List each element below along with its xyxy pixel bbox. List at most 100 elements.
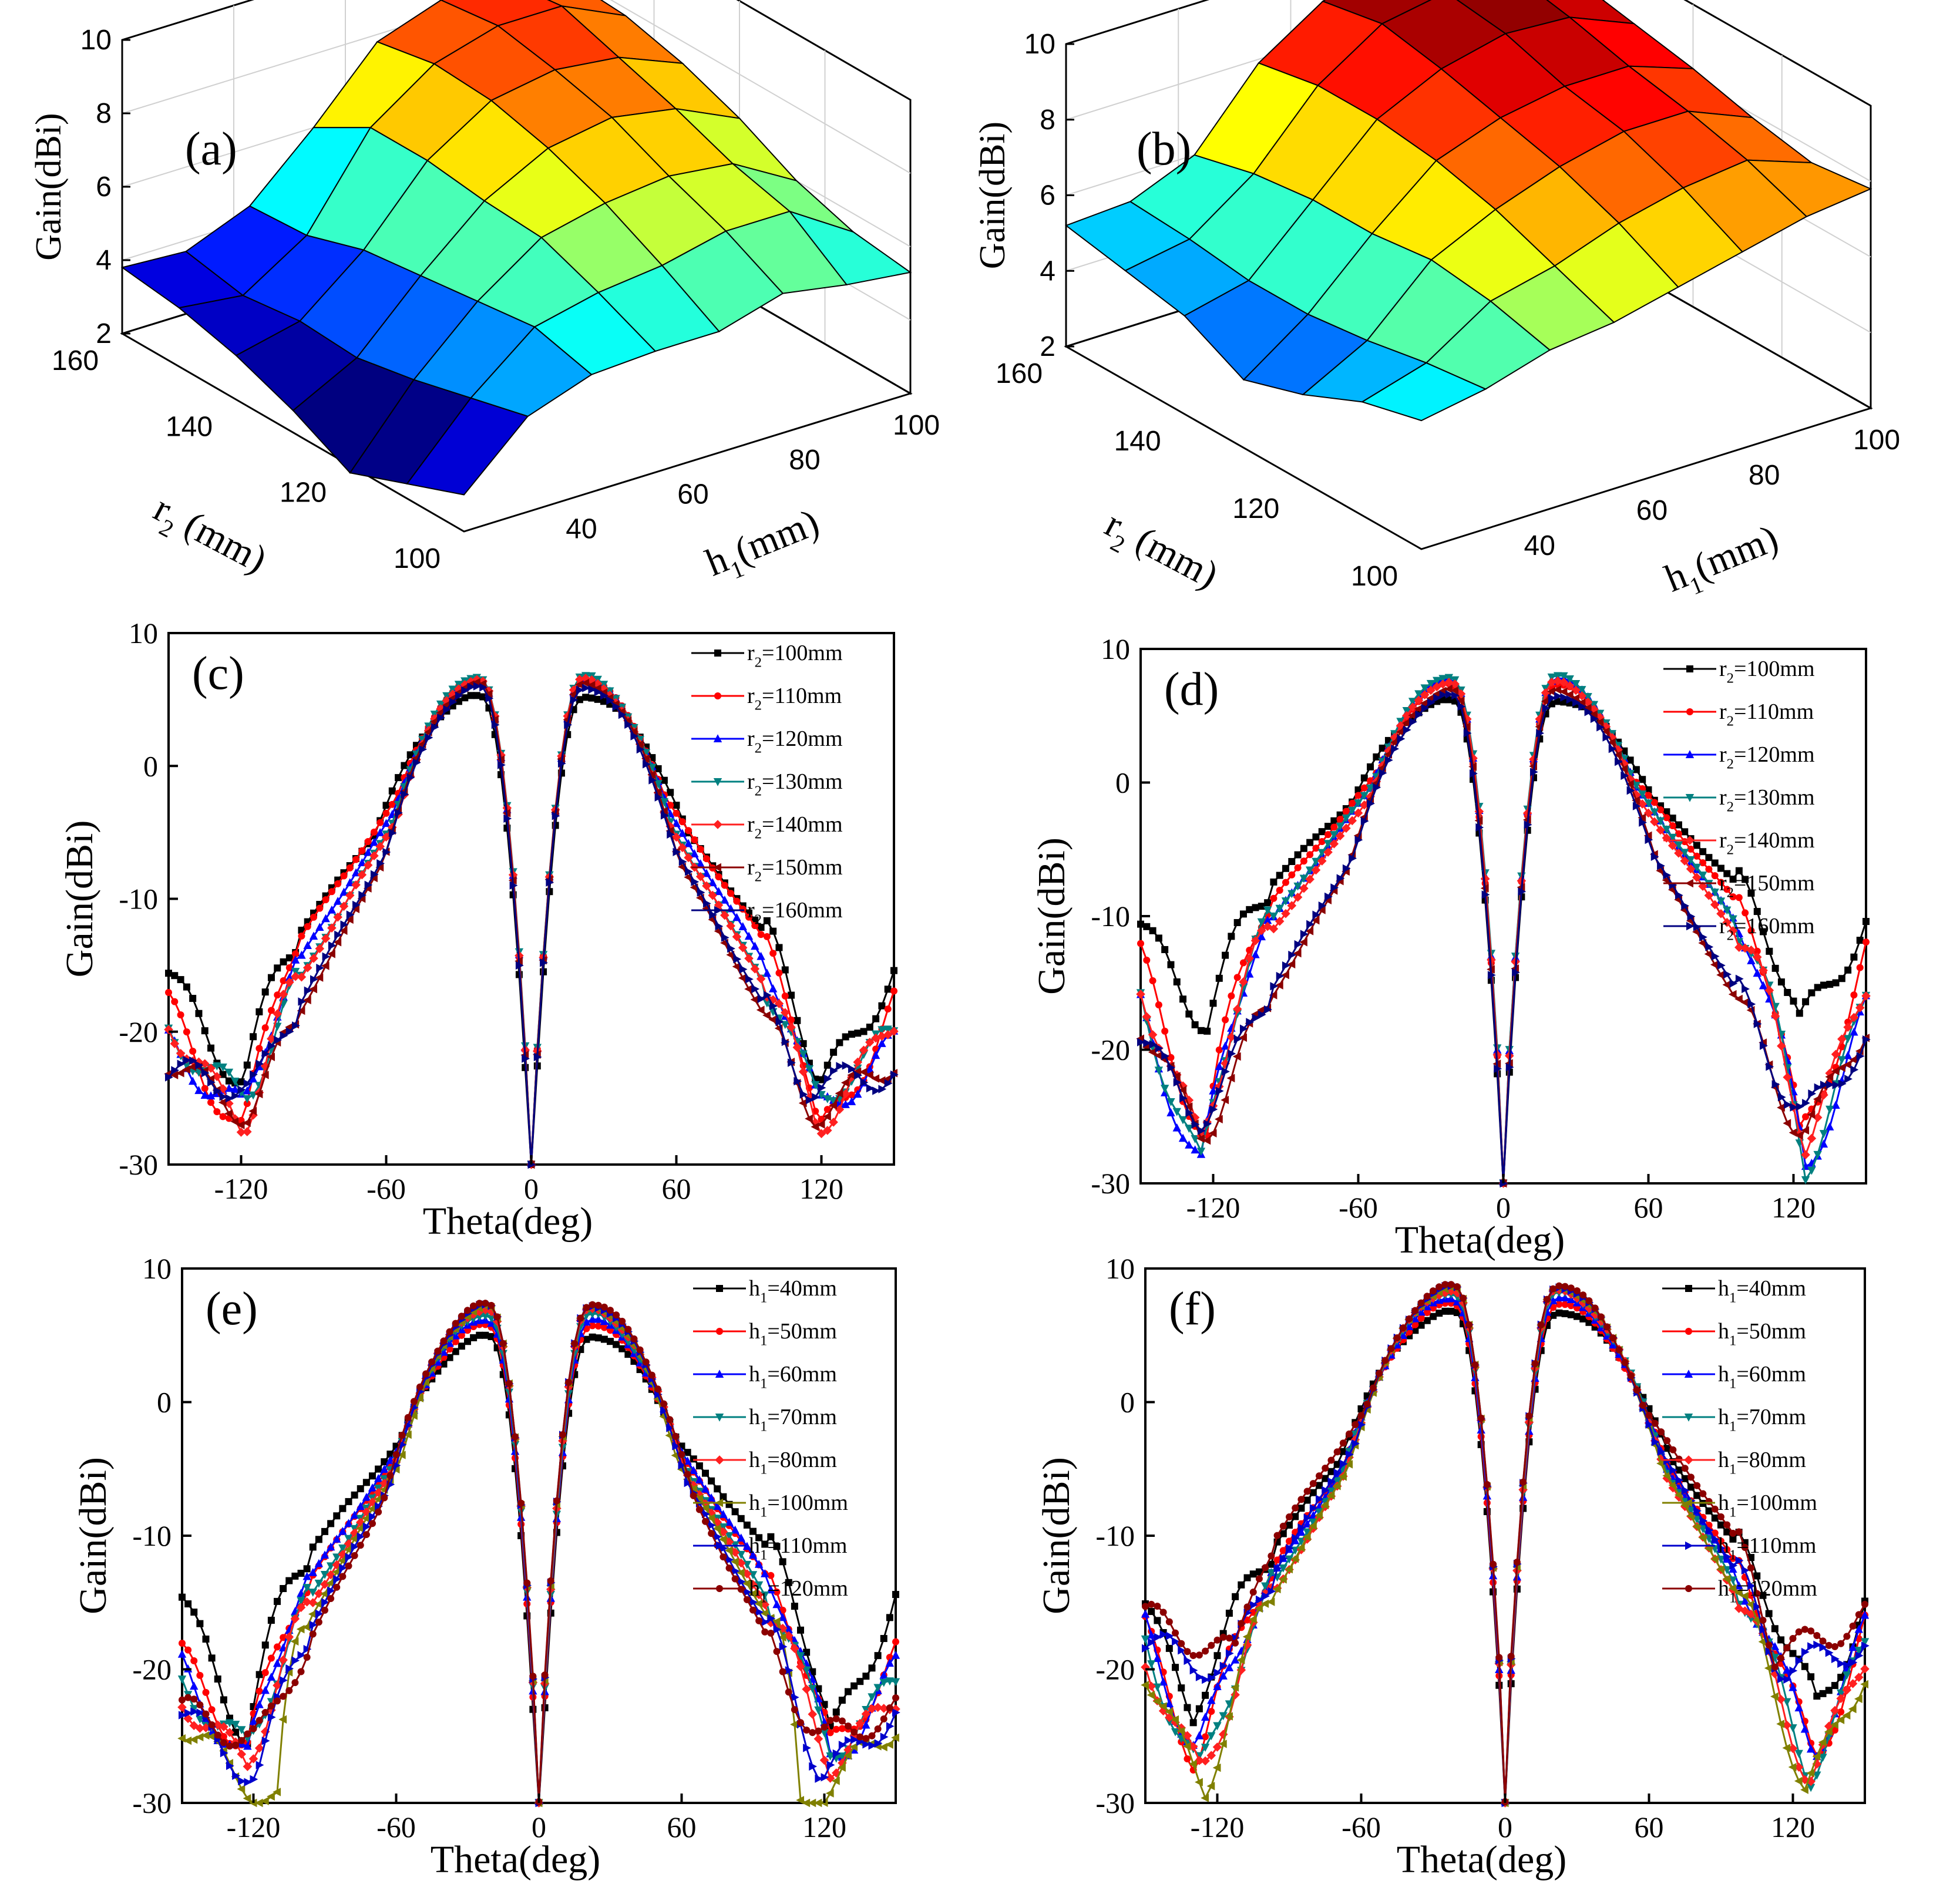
- line-panel-d: -120 0 60 120-60100-10-20-30Theta(deg)Gain(…: [1030, 632, 1871, 1261]
- series-marker: [860, 1078, 869, 1087]
- series-marker: [890, 987, 897, 995]
- series-marker: [1297, 1496, 1305, 1503]
- series-marker: [1312, 857, 1320, 866]
- series-marker: [1662, 826, 1671, 834]
- series-marker: [188, 1062, 197, 1071]
- series-marker: [767, 1614, 776, 1623]
- series-marker: [624, 1351, 632, 1358]
- series-marker: [1292, 1504, 1299, 1512]
- series-marker: [273, 1658, 282, 1667]
- series-marker: [1257, 932, 1266, 941]
- series-marker: [755, 1607, 764, 1617]
- series-marker: [890, 967, 897, 974]
- series-marker: [880, 1715, 887, 1723]
- legend-entry-sub: 1: [760, 1290, 767, 1305]
- legend-entry: r2=140mm: [747, 812, 843, 842]
- series-marker: [838, 1697, 846, 1704]
- series-marker: [803, 1744, 811, 1752]
- legend-marker: [715, 1370, 724, 1378]
- series-marker: [874, 1652, 882, 1660]
- legend-marker: [713, 820, 722, 829]
- series-marker: [375, 863, 384, 872]
- series-marker: [1589, 710, 1598, 719]
- legend-entry-sub: 1: [760, 1504, 767, 1520]
- series-marker: [1232, 1639, 1239, 1647]
- series-marker: [280, 1584, 287, 1592]
- series-marker: [1327, 1468, 1335, 1475]
- series-marker: [797, 1626, 804, 1634]
- h1-tick-label: 100: [1853, 425, 1900, 456]
- series-marker: [425, 733, 433, 742]
- line-panel-c: -120 -60 0 60 120100-10-20-30Theta(deg)Gain(…: [58, 617, 899, 1243]
- series-marker: [1276, 887, 1283, 894]
- series-marker: [1288, 858, 1296, 866]
- series-marker: [1783, 1644, 1791, 1652]
- series-marker: [797, 1719, 804, 1727]
- series-marker: [1322, 1465, 1329, 1472]
- series-marker: [484, 689, 493, 698]
- series-marker: [364, 880, 373, 890]
- series-marker: [1282, 961, 1290, 970]
- legend-entry-main: h: [749, 1276, 760, 1301]
- series-marker: [1172, 1123, 1181, 1132]
- series-marker: [1807, 1673, 1815, 1681]
- series-marker: [1826, 1080, 1835, 1089]
- series-marker: [708, 1530, 715, 1537]
- series-marker: [1209, 1000, 1217, 1007]
- series-marker: [1239, 984, 1248, 992]
- series-marker: [1399, 1324, 1407, 1332]
- series-marker: [1165, 1644, 1173, 1652]
- series-marker: [309, 931, 318, 940]
- series-marker: [830, 1066, 838, 1075]
- plot-frame: [181, 1267, 897, 1804]
- series-marker: [308, 1598, 318, 1607]
- series-marker: [803, 1648, 811, 1656]
- series-marker: [1663, 814, 1670, 822]
- legend-marker: [1685, 1585, 1692, 1592]
- series-marker: [308, 1567, 317, 1576]
- series-marker: [291, 1656, 300, 1665]
- series-marker: [362, 1522, 371, 1531]
- series-marker: [667, 830, 675, 839]
- series-marker: [1807, 1110, 1816, 1119]
- series-marker: [1346, 1430, 1353, 1438]
- series-marker: [285, 1027, 294, 1036]
- series-marker: [297, 1006, 305, 1015]
- series-marker: [1525, 1412, 1533, 1420]
- h1-axis-title: h1(mm): [1659, 517, 1787, 607]
- series-marker: [1615, 757, 1623, 766]
- series-marker: [862, 1673, 870, 1680]
- series-marker: [1435, 1283, 1443, 1291]
- series-marker: [600, 1335, 608, 1343]
- series-marker: [1559, 678, 1569, 687]
- r2-axis-title: r2 (mm): [1095, 502, 1225, 603]
- series-marker: [1447, 1307, 1455, 1315]
- series-marker: [401, 762, 408, 769]
- series-marker: [1354, 836, 1363, 844]
- series-marker: [862, 1720, 870, 1729]
- series-marker: [613, 1311, 620, 1319]
- series-marker: [242, 1118, 251, 1128]
- series-marker: [464, 1338, 471, 1345]
- h1-tick-label: 60: [677, 479, 708, 510]
- series-marker: [612, 702, 621, 711]
- y-tick-label: -10: [132, 1519, 172, 1552]
- series-marker: [184, 1600, 192, 1608]
- series-marker: [376, 819, 384, 826]
- series-marker: [285, 964, 293, 971]
- series-marker: [577, 1314, 584, 1322]
- series-marker: [835, 1105, 845, 1115]
- series-marker: [725, 1564, 733, 1572]
- series-marker: [1379, 769, 1387, 778]
- series-marker: [334, 930, 342, 940]
- series-marker: [517, 1499, 525, 1507]
- series-marker: [189, 1735, 198, 1744]
- series-marker: [1723, 1528, 1731, 1536]
- series-marker: [880, 1732, 889, 1741]
- y-tick-label: -20: [119, 1015, 158, 1048]
- series-marker: [1342, 864, 1351, 873]
- series-marker: [1771, 964, 1779, 972]
- series-marker: [818, 1084, 826, 1092]
- series-marker: [890, 1070, 899, 1079]
- series-marker: [805, 1114, 813, 1123]
